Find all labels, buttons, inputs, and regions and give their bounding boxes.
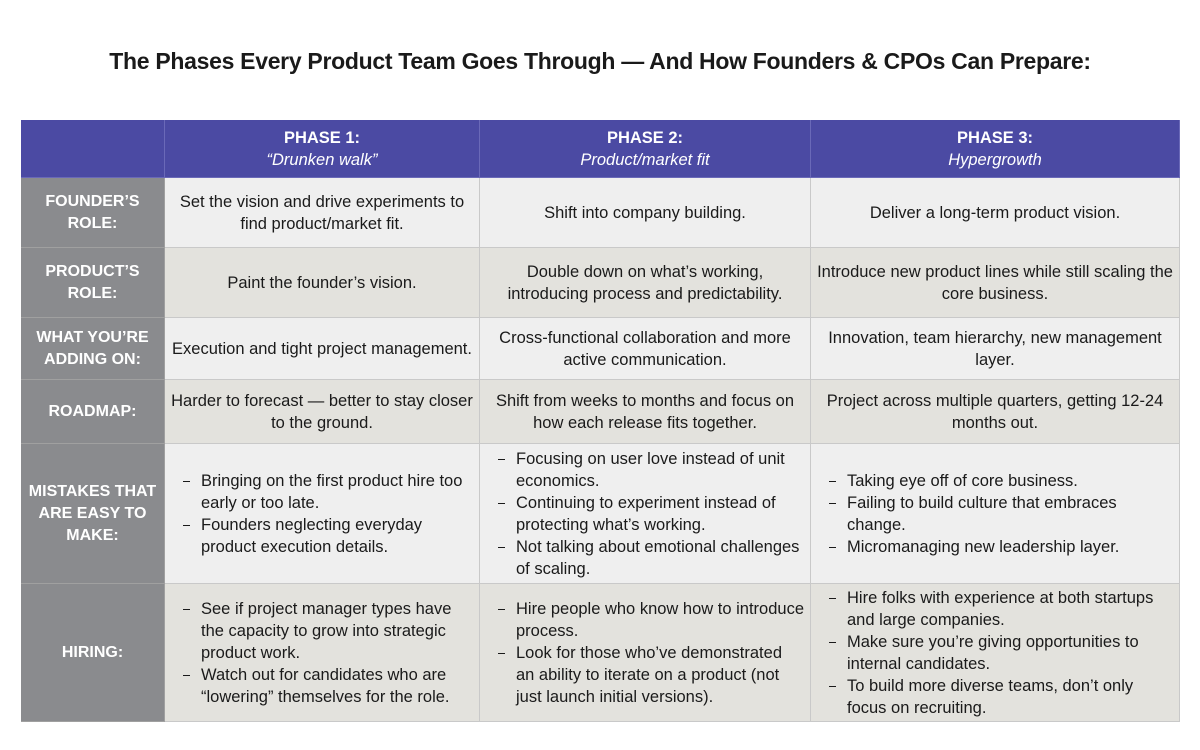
table-cell: See if project manager types have the ca…	[165, 584, 480, 722]
bullet-item: Watch out for candidates who are “loweri…	[177, 664, 473, 708]
bullet-item: Founders neglecting everyday product exe…	[177, 514, 473, 558]
bullet-item: To build more diverse teams, don’t only …	[823, 675, 1173, 719]
row-label: FOUNDER’S ROLE:	[21, 178, 165, 248]
row-label: MISTAKES THAT ARE EASY TO MAKE:	[21, 444, 165, 584]
bullet-item: Failing to build culture that embraces c…	[823, 492, 1173, 536]
table: PHASE 1: “Drunken walk” PHASE 2: Product/ma…	[21, 120, 1180, 722]
phase-subtitle: Product/market fit	[580, 150, 710, 169]
table-cell: Innovation, team hierarchy, new manageme…	[811, 318, 1180, 380]
bullet-list: Bringing on the first product hire too e…	[171, 470, 473, 558]
table-cell: Set the vision and drive experiments to …	[165, 178, 480, 248]
bullet-list: Taking eye off of core business. Failing …	[817, 470, 1173, 558]
table-cell: Paint the founder’s vision.	[165, 248, 480, 318]
table-cell: Focusing on user love instead of unit ec…	[480, 444, 811, 584]
phase-header: PHASE 3: Hypergrowth	[811, 120, 1180, 178]
table-cell: Double down on what’s working, introduci…	[480, 248, 811, 318]
bullet-item: Bringing on the first product hire too e…	[177, 470, 473, 514]
phase-name: PHASE 3:	[956, 128, 1034, 147]
table-cell: Harder to forecast — better to stay clos…	[165, 380, 480, 444]
bullet-list: See if project manager types have the ca…	[171, 598, 473, 708]
row-label: ROADMAP:	[21, 380, 165, 444]
row-label: WHAT YOU’RE ADDING ON:	[21, 318, 165, 380]
table-cell: Shift into company building.	[480, 178, 811, 248]
bullet-item: Hire people who know how to introduce pr…	[492, 598, 804, 642]
bullet-list: Focusing on user love instead of unit ec…	[486, 448, 804, 580]
table-cell: Cross-functional collaboration and more …	[480, 318, 811, 380]
bullet-item: See if project manager types have the ca…	[177, 598, 473, 664]
title: The Phases Every Product Team Goes Throu…	[109, 48, 1091, 74]
corner-cell	[21, 120, 165, 178]
phase-name: PHASE 2:	[606, 128, 684, 147]
phase-subtitle: Hypergrowth	[948, 150, 1042, 169]
bullet-item: Make sure you’re giving opportunities to…	[823, 631, 1173, 675]
bullet-list: Hire people who know how to introduce pr…	[486, 598, 804, 708]
phase-header: PHASE 1: “Drunken walk”	[165, 120, 480, 178]
bullet-item: Not talking about emotional challenges o…	[492, 536, 804, 580]
table-cell: Hire people who know how to introduce pr…	[480, 584, 811, 722]
phase-header: PHASE 2: Product/market fit	[480, 120, 811, 178]
phase-name: PHASE 1:	[283, 128, 361, 147]
bullet-list: Hire folks with experience at both start…	[817, 587, 1173, 719]
bullet-item: Focusing on user love instead of unit ec…	[492, 448, 804, 492]
table-cell: Deliver a long-term product vision.	[811, 178, 1180, 248]
table-cell: Introduce new product lines while still …	[811, 248, 1180, 318]
phase-subtitle: “Drunken walk”	[266, 150, 378, 169]
row-label: HIRING:	[21, 584, 165, 722]
bullet-item: Look for those who’ve demonstrated an ab…	[492, 642, 804, 708]
bullet-item: Hire folks with experience at both start…	[823, 587, 1173, 631]
table-cell: Bringing on the first product hire too e…	[165, 444, 480, 584]
table-cell: Project across multiple quarters, gettin…	[811, 380, 1180, 444]
table-cell: Execution and tight project management.	[165, 318, 480, 380]
table-cell: Hire folks with experience at both start…	[811, 584, 1180, 722]
bullet-item: Micromanaging new leadership layer.	[823, 536, 1173, 558]
bullet-item: Continuing to experiment instead of prot…	[492, 492, 804, 536]
row-label: PRODUCT’S ROLE:	[21, 248, 165, 318]
table-cell: Taking eye off of core business. Failing …	[811, 444, 1180, 584]
table-cell: Shift from weeks to months and focus on …	[480, 380, 811, 444]
bullet-item: Taking eye off of core business.	[823, 470, 1173, 492]
